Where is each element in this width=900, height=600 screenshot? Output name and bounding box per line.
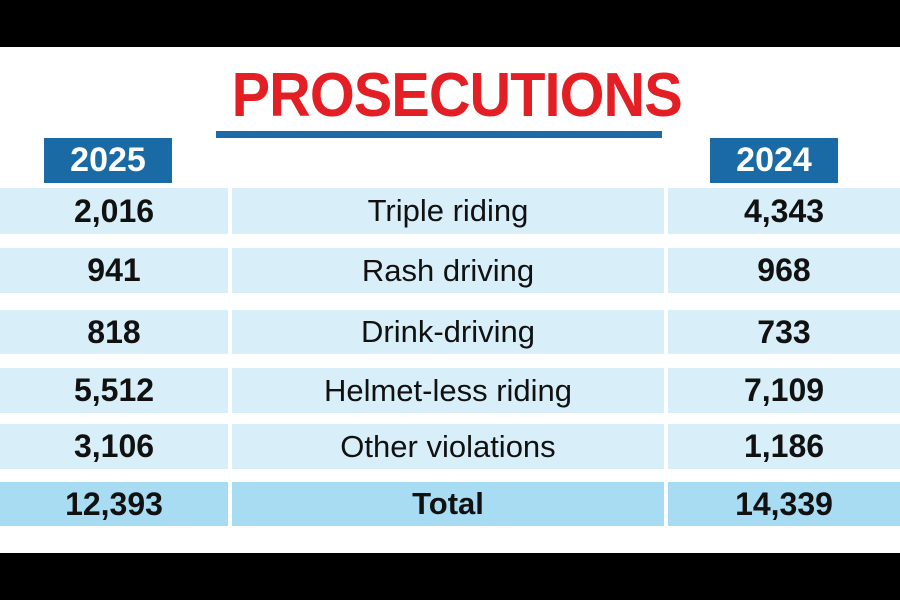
violation-label: Rash driving (232, 248, 664, 293)
table-row: 941 Rash driving 968 (0, 248, 900, 293)
table-row: 5,512 Helmet-less riding 7,109 (0, 368, 900, 413)
total-row: 12,393 Total 14,339 (0, 482, 900, 526)
violation-label: Helmet-less riding (232, 368, 664, 413)
value-2025: 941 (0, 248, 228, 293)
year-header-2024: 2024 (710, 138, 838, 183)
violation-label: Drink-driving (232, 310, 664, 354)
total-2025: 12,393 (0, 482, 228, 526)
prosecutions-table-card: PROSECUTIONS 2025 2024 2,016 Triple ridi… (0, 47, 900, 553)
value-2024: 4,343 (668, 188, 900, 234)
table-row: 2,016 Triple riding 4,343 (0, 188, 900, 234)
table-title: PROSECUTIONS (231, 61, 683, 130)
table-row: 818 Drink-driving 733 (0, 310, 900, 354)
table-row: 3,106 Other violations 1,186 (0, 424, 900, 469)
value-2024: 1,186 (668, 424, 900, 469)
value-2024: 733 (668, 310, 900, 354)
value-2024: 7,109 (668, 368, 900, 413)
violation-label: Triple riding (232, 188, 664, 234)
violation-label: Other violations (232, 424, 664, 469)
value-2025: 5,512 (0, 368, 228, 413)
value-2025: 3,106 (0, 424, 228, 469)
total-label: Total (232, 482, 664, 526)
title-underline (216, 131, 662, 138)
value-2024: 968 (668, 248, 900, 293)
value-2025: 2,016 (0, 188, 228, 234)
total-2024: 14,339 (668, 482, 900, 526)
year-header-2025: 2025 (44, 138, 172, 183)
value-2025: 818 (0, 310, 228, 354)
